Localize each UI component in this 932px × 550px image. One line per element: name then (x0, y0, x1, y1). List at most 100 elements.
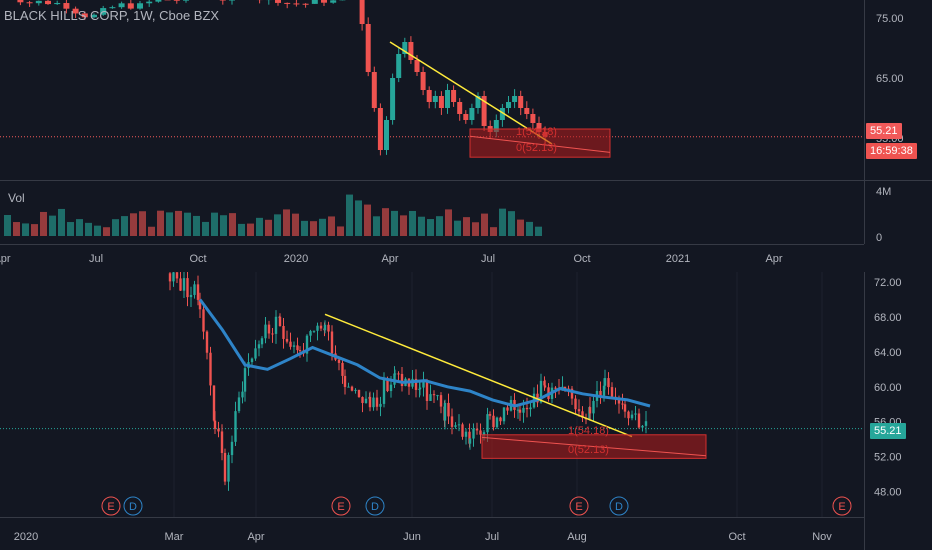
candle-body (220, 431, 224, 453)
volume-bar (85, 222, 92, 236)
weekly-chart-panel[interactable]: 75.0065.0055.004M0AprJulOct2020AprJulOct… (0, 0, 932, 272)
earnings-marker[interactable]: E (832, 496, 852, 516)
candle-body (347, 386, 350, 388)
bottom-price-badge: 55.21 (870, 423, 906, 439)
candle-body (529, 407, 532, 410)
candle-body (377, 108, 383, 150)
candle-body (337, 359, 341, 363)
dividend-marker[interactable]: D (609, 496, 629, 516)
volume-bar (4, 215, 11, 236)
candle-body (230, 441, 234, 456)
candle-body (63, 3, 70, 9)
candle-body (296, 345, 299, 351)
candle-body (390, 78, 396, 120)
candle-body (450, 416, 454, 427)
volume-bar (193, 215, 200, 236)
volume-bar (103, 227, 110, 236)
candle-body (375, 397, 379, 407)
candle-body (241, 391, 244, 398)
candle-body (81, 13, 88, 18)
weekly-chart-canvas[interactable]: 75.0065.0055.004M0AprJulOct2020AprJulOct… (0, 0, 932, 272)
volume-bar (346, 194, 353, 236)
volume-bar (220, 215, 227, 236)
candle-body (198, 299, 202, 310)
daily-chart-canvas[interactable]: 72.0068.0064.0060.0056.0052.0048.002020M… (0, 272, 932, 550)
candle-body (438, 96, 444, 108)
volume-bar (166, 212, 173, 236)
candle-body (189, 294, 193, 298)
candle-body (436, 395, 439, 397)
candle-body (72, 8, 79, 14)
volume-bar (274, 214, 281, 236)
time-tick-label: Jul (481, 253, 495, 265)
volume-bar (130, 213, 137, 236)
candle-body (234, 411, 237, 442)
volume-bar (373, 216, 380, 236)
candle-body (361, 397, 364, 404)
candle-body (364, 398, 368, 404)
candle-body (183, 0, 189, 1)
volume-bar (76, 219, 83, 236)
candle-body (384, 120, 389, 150)
candle-body (278, 316, 282, 326)
candle-body (341, 362, 344, 376)
volume-bar (454, 220, 461, 236)
earnings-marker[interactable]: E (569, 496, 589, 516)
candle-body (603, 378, 607, 386)
candle-body (293, 3, 300, 5)
candle-body (91, 14, 97, 18)
price-tick-label: 48.00 (874, 487, 902, 499)
candle-body (17, 0, 24, 3)
candle-body (118, 3, 125, 8)
candle-body (172, 272, 175, 282)
earnings-marker[interactable]: E (331, 496, 351, 516)
event-label: E (575, 501, 582, 513)
volume-bar (283, 209, 290, 236)
dividend-marker[interactable]: D (123, 496, 143, 516)
candle-body (502, 407, 506, 422)
candle-body (182, 278, 186, 291)
candle-body (155, 0, 162, 2)
candle-body (525, 407, 529, 410)
volume-bar (22, 223, 29, 236)
candle-body (420, 72, 426, 90)
candle-body (223, 452, 227, 482)
time-tick-label: Nov (812, 531, 832, 543)
candle-body (397, 373, 400, 375)
daily-chart-panel[interactable]: 72.0068.0064.0060.0056.0052.0048.002020M… (0, 272, 932, 550)
volume-bar (391, 210, 398, 236)
volume-bar (247, 223, 254, 236)
earnings-marker[interactable]: E (101, 496, 121, 516)
candle-body (271, 333, 274, 335)
time-tick-label: 2021 (666, 253, 690, 265)
candle-body (461, 424, 464, 437)
candle-body (429, 394, 432, 401)
volume-bar (355, 200, 362, 236)
candle-body (285, 338, 289, 342)
candle-body (321, 0, 327, 3)
candle-body (330, 0, 337, 3)
candle-body (454, 425, 457, 427)
candle-body (408, 42, 414, 60)
dividend-marker[interactable]: D (365, 496, 385, 516)
candle-body (499, 108, 505, 120)
candle-body (402, 42, 408, 54)
candle-body (323, 324, 327, 331)
time-tick-label: 2020 (14, 531, 38, 543)
time-tick-label: Oct (189, 253, 206, 265)
candle-body (354, 389, 357, 391)
candle-body (495, 417, 499, 428)
volume-bar (418, 216, 425, 236)
candle-body (359, 0, 365, 24)
volume-bar (364, 204, 371, 236)
candle-body (469, 108, 475, 120)
candle-body (267, 324, 271, 334)
candle-body (357, 389, 361, 398)
candle-body (634, 413, 637, 415)
candle-body (330, 331, 334, 354)
candle-body (447, 402, 450, 417)
candle-body (45, 0, 51, 5)
candle-body (382, 379, 386, 404)
candle-body (623, 404, 627, 412)
candle-body (563, 386, 567, 389)
